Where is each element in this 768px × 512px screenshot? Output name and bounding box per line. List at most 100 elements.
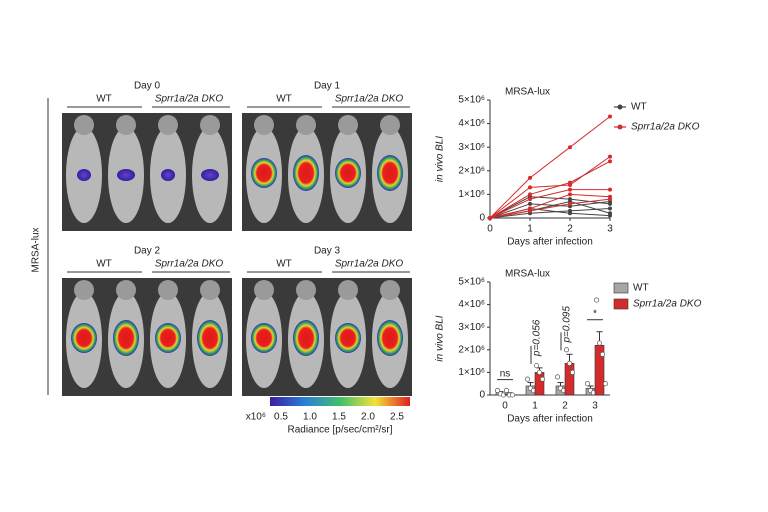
point — [568, 201, 572, 206]
point — [528, 197, 532, 202]
point — [568, 145, 572, 150]
x-tick-label: 2 — [567, 224, 573, 235]
mouse-head — [296, 280, 316, 300]
group-label: Sprr1a/2a DKO — [335, 94, 404, 105]
colorbar-label: Radiance [p/sec/cm²/sr] — [287, 425, 392, 436]
series-line — [489, 156, 611, 219]
data-point — [596, 340, 603, 346]
legend-label: Sprr1a/2a DKO — [633, 299, 702, 310]
signal — [197, 320, 223, 356]
legend-label: Sprr1a/2a DKO — [631, 122, 700, 133]
x-tick-label: 2 — [562, 401, 568, 412]
series-line — [489, 189, 610, 219]
colorbar-tick: 2.5 — [390, 412, 404, 423]
series-line — [489, 116, 611, 219]
data-point — [494, 387, 501, 394]
point — [528, 208, 532, 213]
data-point — [602, 381, 609, 387]
panel-title: Day 1 — [314, 81, 341, 92]
x-tick-label: 1 — [532, 401, 538, 412]
group-label: WT — [276, 94, 292, 105]
group-label: WT — [276, 259, 292, 270]
point — [568, 208, 572, 213]
data-point — [584, 381, 591, 387]
signal — [293, 320, 319, 356]
mouse-head — [200, 280, 220, 300]
colorbar-multiplier: x10⁶ — [246, 412, 266, 423]
data-point — [593, 297, 600, 303]
annotation: ns — [500, 368, 511, 379]
colorbar-tick: 2.0 — [361, 412, 375, 423]
signal — [155, 323, 181, 353]
mouse-head — [158, 115, 178, 135]
mouse-head — [116, 115, 136, 135]
point — [568, 180, 572, 185]
mouse-head — [74, 280, 94, 300]
data-point — [503, 387, 510, 394]
mouse-head — [74, 115, 94, 135]
mouse-head — [296, 115, 316, 135]
point — [608, 154, 612, 159]
mouse-head — [158, 280, 178, 300]
point — [488, 216, 492, 220]
signal — [77, 169, 91, 181]
signal — [377, 155, 403, 191]
data-point — [509, 392, 516, 398]
panel-title: Day 0 — [134, 81, 161, 92]
y-tick-label: 5×10⁶ — [458, 277, 485, 288]
signal — [335, 158, 361, 188]
mouse-head — [254, 115, 274, 135]
signal — [201, 169, 219, 181]
group-label: Sprr1a/2a DKO — [155, 94, 224, 105]
x-axis-label: Days after infection — [507, 237, 593, 248]
legend-swatch — [613, 298, 629, 310]
y-tick-label: 4×10⁶ — [458, 299, 485, 310]
data-point — [533, 363, 540, 369]
colorbar-tick: 0.5 — [274, 412, 288, 423]
signal — [113, 320, 139, 356]
group-label: Sprr1a/2a DKO — [155, 259, 224, 270]
legend-swatch — [613, 282, 629, 294]
point — [608, 114, 612, 119]
legend-label: WT — [631, 102, 647, 113]
mouse-head — [380, 280, 400, 300]
group-label: WT — [96, 259, 112, 270]
point — [608, 197, 612, 202]
group-label: Sprr1a/2a DKO — [335, 259, 404, 270]
colorbar-tick: 1.5 — [332, 412, 346, 423]
bar — [534, 372, 545, 396]
point — [608, 159, 612, 164]
data-point — [539, 376, 546, 382]
annotation: p=0.095 — [562, 306, 573, 344]
y-axis-label: in vivo BLI — [435, 315, 446, 361]
x-tick-label: 1 — [527, 224, 533, 235]
y-tick-label: 2×10⁶ — [458, 344, 485, 355]
signal — [377, 320, 403, 356]
x-tick-label: 0 — [487, 224, 493, 235]
data-point — [566, 360, 573, 366]
x-tick-label: 3 — [592, 401, 598, 412]
chart-title: MRSA-lux — [505, 269, 550, 280]
point — [528, 175, 532, 180]
y-tick-label: 4×10⁶ — [458, 118, 485, 129]
panel-title: Day 3 — [314, 246, 341, 257]
data-point — [563, 347, 570, 353]
legend-swatch — [617, 104, 623, 110]
colorbar-tick: 1.0 — [303, 412, 317, 423]
signal — [251, 158, 277, 188]
annotation: * — [593, 308, 597, 319]
mouse-head — [116, 280, 136, 300]
legend-label: WT — [633, 283, 649, 294]
series-line — [489, 200, 611, 219]
point — [568, 192, 572, 197]
colorbar — [270, 397, 410, 406]
panel-title: Day 2 — [134, 246, 161, 257]
y-tick-label: 0 — [479, 213, 485, 224]
series-line — [489, 193, 611, 219]
data-point — [536, 369, 543, 375]
mouse-head — [338, 115, 358, 135]
data-point — [569, 369, 576, 375]
y-axis-label: in vivo BLI — [435, 136, 446, 182]
point — [608, 187, 612, 192]
